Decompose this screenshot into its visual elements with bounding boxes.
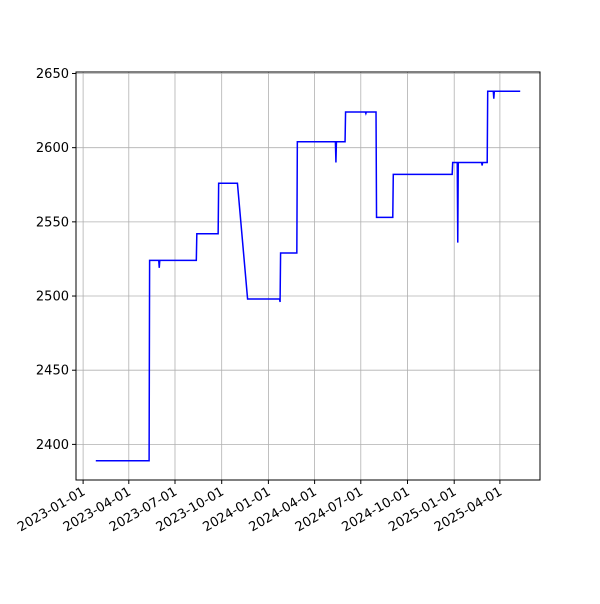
y-tick-label: 2650 bbox=[36, 67, 69, 82]
y-tick-label: 2400 bbox=[36, 438, 69, 453]
line bbox=[95, 90, 521, 462]
y-tick-label: 2500 bbox=[36, 290, 69, 305]
y-tick-label: 2550 bbox=[36, 215, 69, 230]
plot-frame bbox=[75, 71, 541, 481]
y-tick-label: 2450 bbox=[36, 364, 69, 379]
y-tick-label: 2600 bbox=[36, 141, 69, 156]
